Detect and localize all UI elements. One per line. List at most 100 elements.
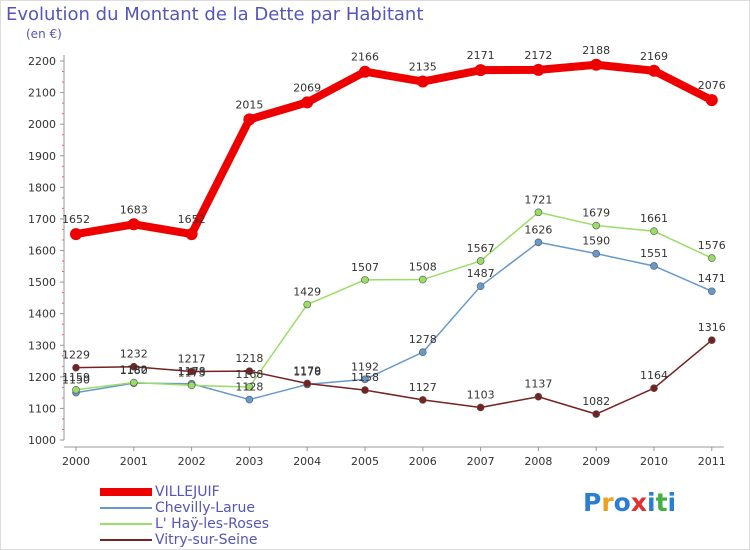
data-point <box>590 58 603 71</box>
data-label: 1567 <box>467 242 495 255</box>
data-label: 1679 <box>582 207 610 220</box>
data-label: 1192 <box>351 360 379 373</box>
y-tick-label: 1500 <box>28 276 56 289</box>
series-line <box>75 60 714 239</box>
data-label: 1158 <box>351 371 379 384</box>
y-tick-label: 1400 <box>28 308 56 321</box>
data-label: 1178 <box>178 365 206 378</box>
logo-letter: t <box>655 488 668 517</box>
logo-letter: r <box>601 488 614 517</box>
data-point <box>592 221 601 230</box>
chart-title: Evolution du Montant de la Dette par Hab… <box>6 4 424 25</box>
data-label: 1652 <box>62 213 90 226</box>
x-tick-label: 2009 <box>582 455 610 468</box>
data-point <box>418 396 427 404</box>
data-point <box>72 385 80 394</box>
x-tick-label: 2008 <box>524 455 552 468</box>
data-label: 2015 <box>235 98 263 111</box>
legend-label: Chevilly-Larue <box>155 500 255 516</box>
logo-letter: i <box>647 488 656 517</box>
data-point <box>303 300 312 309</box>
data-label: 2169 <box>640 50 668 63</box>
data-point <box>532 63 545 76</box>
x-tick-label: 2002 <box>178 455 206 468</box>
data-label: 1626 <box>524 223 552 236</box>
data-label: 1182 <box>120 364 148 377</box>
data-point <box>70 228 82 241</box>
data-label: 2166 <box>351 51 379 64</box>
y-tick-label: 1700 <box>28 213 56 226</box>
y-tick-label: 1100 <box>28 402 56 415</box>
logo-letter: o <box>613 488 631 517</box>
y-tick-label: 2200 <box>28 55 56 68</box>
legend-swatch <box>100 523 152 525</box>
x-tick-label: 2004 <box>293 455 321 468</box>
legend-label: Vitry-sur-Seine <box>155 532 258 548</box>
data-point <box>301 96 314 109</box>
logo-letter: i <box>667 488 677 517</box>
data-point <box>650 227 658 236</box>
data-label: 1164 <box>640 369 668 382</box>
data-label: 1137 <box>524 378 552 391</box>
data-point <box>476 403 485 412</box>
data-label: 1218 <box>235 352 263 365</box>
data-point <box>361 386 369 394</box>
x-tick-label: 2005 <box>351 455 379 468</box>
data-point <box>474 64 487 77</box>
data-label: 1180 <box>120 364 148 377</box>
data-point <box>130 378 138 387</box>
y-tick-label: 1200 <box>28 371 56 384</box>
logo-letter: x <box>630 488 647 517</box>
x-tick-label: 2010 <box>640 455 668 468</box>
data-point <box>592 249 601 258</box>
data-label: 1082 <box>582 395 610 408</box>
y-tick-label: 1900 <box>28 150 56 163</box>
legend-swatch <box>100 507 152 509</box>
data-point <box>359 65 371 78</box>
data-point <box>185 228 198 241</box>
unit-label: (en €) <box>26 27 62 41</box>
data-label: 1590 <box>582 235 610 248</box>
data-point <box>72 363 80 372</box>
data-point <box>476 257 485 265</box>
data-point <box>534 392 543 401</box>
data-label: 1179 <box>293 364 321 377</box>
data-point <box>245 395 254 404</box>
data-label: 1278 <box>409 333 437 346</box>
data-point <box>245 383 254 391</box>
data-label: 1103 <box>467 388 495 401</box>
data-point <box>127 218 140 231</box>
data-point <box>416 75 429 88</box>
x-tick-label: 2000 <box>62 455 90 468</box>
data-point <box>361 276 369 284</box>
data-label: 1173 <box>178 366 206 379</box>
data-label: 1683 <box>120 203 148 216</box>
data-point <box>648 64 660 77</box>
logo-letter: P <box>583 488 602 517</box>
series-line <box>75 241 713 401</box>
data-point <box>303 379 312 388</box>
data-point <box>130 362 138 371</box>
data-label: 2188 <box>582 44 610 57</box>
data-label: 1128 <box>235 381 263 394</box>
data-point <box>476 282 485 290</box>
x-tick-label: 2003 <box>235 455 263 468</box>
data-label: 2135 <box>409 61 437 74</box>
data-label: 1168 <box>235 368 263 381</box>
data-label: 1487 <box>467 267 495 280</box>
data-point <box>534 208 543 217</box>
y-tick-label: 1300 <box>28 339 56 352</box>
data-point <box>187 381 196 390</box>
series-line <box>75 339 713 415</box>
data-label: 2171 <box>467 49 495 62</box>
data-point <box>707 287 716 296</box>
data-label: 1652 <box>178 213 206 226</box>
data-label: 2069 <box>293 81 321 94</box>
x-tick-label: 2006 <box>409 455 437 468</box>
data-point <box>245 367 254 375</box>
data-label: 1721 <box>524 193 552 206</box>
y-tick-label: 2100 <box>28 87 56 100</box>
data-label: 1507 <box>351 261 379 274</box>
